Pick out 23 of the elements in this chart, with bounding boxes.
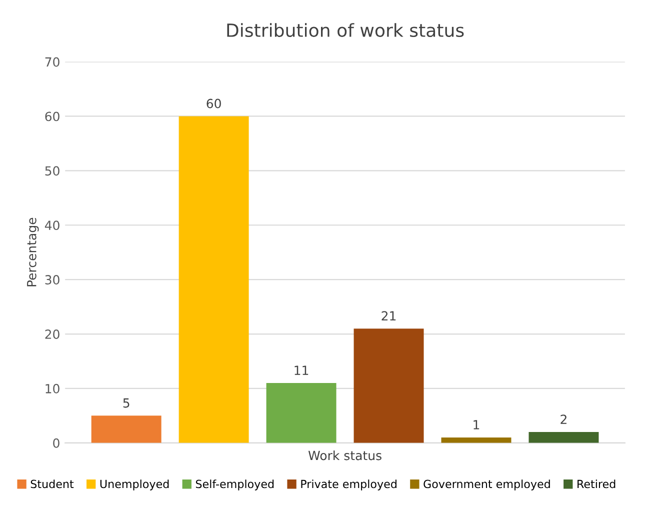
chart-title: Distribution of work status	[227, 23, 464, 38]
y-tick-label: 0	[53, 438, 60, 448]
y-tick-label: 30	[45, 275, 60, 284]
data-label: 2	[560, 414, 566, 424]
legend-label: Government employed	[424, 480, 550, 490]
legend-label: Retired	[578, 480, 616, 488]
y-tick-label: 70	[45, 57, 60, 67]
y-tick-label: 50	[45, 166, 60, 176]
legend-label: Private employed	[301, 480, 396, 490]
y-axis-title: Percentage	[27, 218, 39, 286]
y-tick-label: 40	[44, 220, 60, 230]
y-tick-label: 60	[45, 112, 60, 122]
y-tick-label: 20	[45, 329, 60, 339]
data-label: 5	[123, 398, 130, 408]
y-tick-label: 10	[46, 384, 60, 394]
data-label: 60	[206, 98, 221, 108]
x-axis-title: Work status	[308, 450, 382, 460]
data-label: 11	[294, 366, 308, 375]
data-label: 1	[474, 420, 480, 430]
legend-label: Student	[30, 480, 74, 488]
data-label: 21	[382, 311, 396, 320]
legend-label: Unemployed	[100, 480, 169, 490]
legend-label: Self-employed	[196, 480, 274, 490]
